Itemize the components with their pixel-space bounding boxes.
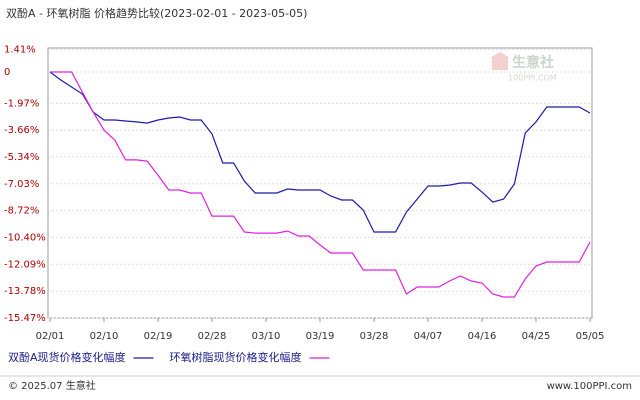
x-tick-label: 05/05 xyxy=(576,331,605,342)
series-line xyxy=(50,71,591,298)
y-tick-label: -10.40% xyxy=(4,232,46,243)
x-tick-label: 02/19 xyxy=(144,331,173,342)
watermark-site: 100PPI.COM xyxy=(508,74,557,83)
x-tick-label: 03/10 xyxy=(252,331,281,342)
watermark-logo xyxy=(490,52,510,70)
watermark-name: 生意社 xyxy=(512,54,554,71)
x-tick-label: 03/28 xyxy=(360,331,389,342)
footer-left: © 2025.07 生意社 xyxy=(8,379,96,392)
series-line xyxy=(49,71,591,233)
chart-title: 双酚A - 环氧树脂 价格趋势比较(2023-02-01 - 2023-05-0… xyxy=(6,6,307,20)
footer-right: www.100PPI.com xyxy=(547,381,632,392)
x-tick-label: 04/16 xyxy=(468,331,497,342)
x-tick-label: 02/01 xyxy=(36,331,65,342)
y-tick-label: -15.47% xyxy=(4,313,46,324)
x-tick-label: 02/10 xyxy=(90,331,119,342)
y-tick-label: -7.03% xyxy=(4,179,39,190)
y-tick-label: -13.78% xyxy=(4,286,46,297)
x-tick-label: 04/07 xyxy=(414,331,443,342)
y-tick-label: 0 xyxy=(4,67,10,78)
y-tick-label: -5.34% xyxy=(4,152,39,163)
x-tick-label: 03/19 xyxy=(306,331,335,342)
legend-label: 双酚A现货价格变化幅度 xyxy=(8,350,126,364)
y-tick-label: -1.97% xyxy=(4,98,39,109)
plot-frame xyxy=(47,47,593,319)
y-tick-label: 1.41% xyxy=(4,45,36,56)
x-tick-label: 04/25 xyxy=(522,331,551,342)
y-tick-label: -3.66% xyxy=(4,125,39,136)
watermark: 生意社 100PPI.COM xyxy=(490,52,557,83)
y-tick-label: -12.09% xyxy=(4,259,46,270)
legend-label: 环氧树脂现货价格变化幅度 xyxy=(170,350,302,364)
x-tick-label: 02/28 xyxy=(198,331,227,342)
y-tick-label: -8.72% xyxy=(4,206,39,217)
